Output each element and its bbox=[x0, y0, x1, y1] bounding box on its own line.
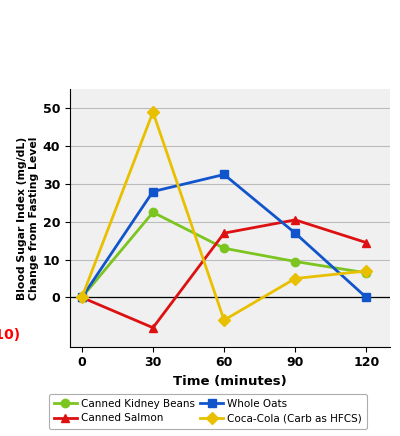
Legend: Canned Kidney Beans, Canned Salmon, Whole Oats, Coca-Cola (Carb as HFCS): Canned Kidney Beans, Canned Salmon, Whol… bbox=[49, 394, 367, 429]
Y-axis label: Blood Sugar Index (mg/dL)
Change from Fasting Level: Blood Sugar Index (mg/dL) Change from Fa… bbox=[17, 136, 39, 300]
Text: Blood Sugar Curves of Proteins; Fats;
Carbohydrates:  Salmon, Kidney Beans,
Whol: Blood Sugar Curves of Proteins; Fats; Ca… bbox=[16, 15, 321, 67]
Text: (10): (10) bbox=[0, 328, 20, 342]
X-axis label: Time (minutes): Time (minutes) bbox=[173, 375, 287, 388]
